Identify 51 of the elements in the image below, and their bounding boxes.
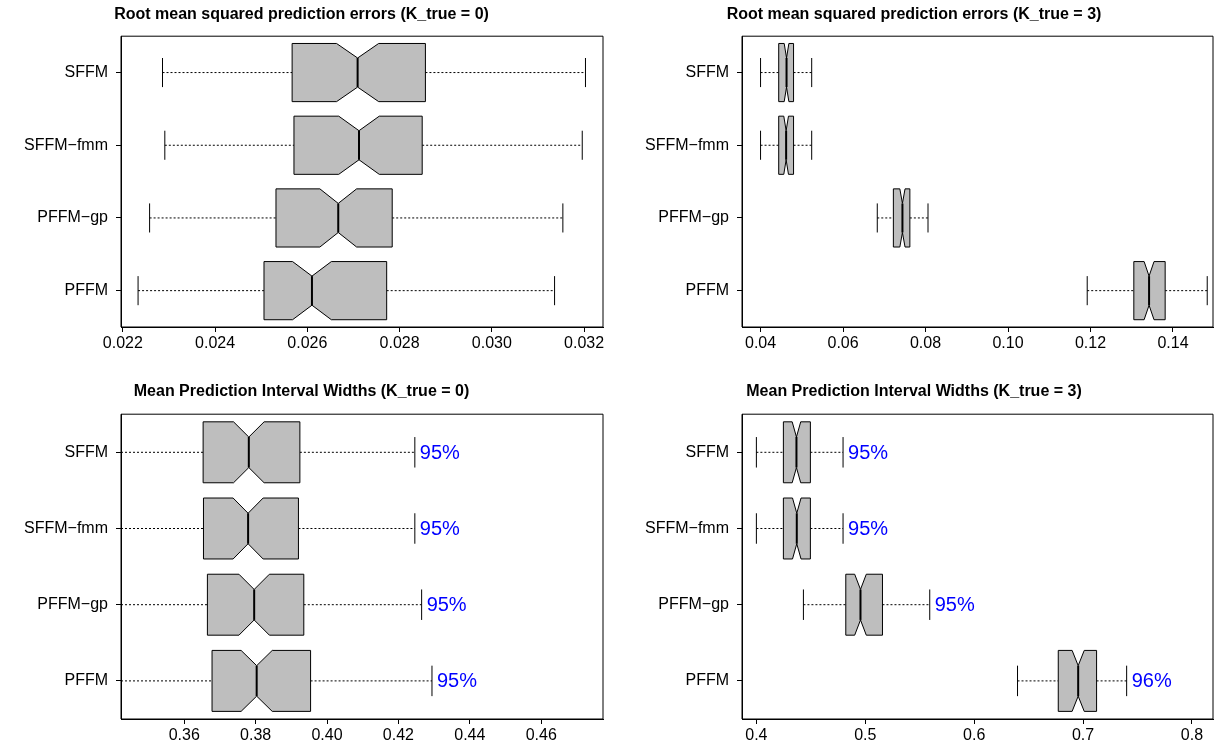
chart-title: Root mean squared prediction errors (K_true = 3) [726,5,1102,23]
y-tick-label: SFFM [685,442,729,460]
x-tick-label: 0.44 [454,726,486,744]
annotation: 95% [848,517,889,540]
x-tick-label: 0.7 [1071,726,1095,744]
y-tick-label: PFFM [64,671,108,689]
x-tick-label: 0.42 [382,726,415,744]
annotation: 95% [848,440,889,463]
x-tick-label: 0.8 [1180,726,1204,744]
x-tick-label: 0.024 [195,334,236,352]
x-tick-label: 0.12 [1074,334,1107,352]
x-tick-label: 0.40 [311,726,343,744]
annotation: 96% [1131,669,1172,692]
y-tick-label: SFFM [64,62,108,80]
annotation: 95% [436,669,478,692]
chart-title: Mean Prediction Interval Widths (K_true = 0) [133,382,470,400]
y-tick-label: PFFM−gp [658,595,730,613]
annotation: 95% [426,593,467,616]
y-tick-label: SFFM−fmm [645,518,729,536]
y-tick-label: SFFM−fmm [24,518,108,536]
y-tick-label: SFFM−fmm [24,135,108,153]
x-tick-label: 0.38 [240,726,272,744]
x-tick-label: 0.06 [827,334,859,352]
x-tick-label: 0.46 [525,726,557,744]
annotation: 95% [934,593,975,616]
x-tick-label: 0.5 [854,726,877,744]
x-tick-label: 0.030 [471,334,512,352]
y-tick-label: PFFM [64,281,108,299]
chart-title: Mean Prediction Interval Widths (K_true = 3) [746,382,1082,400]
y-tick-label: SFFM−fmm [645,135,729,153]
y-tick-label: SFFM [64,442,108,460]
y-tick-label: PFFM−gp [37,208,109,226]
annotation: 95% [419,517,461,540]
x-tick-label: 0.14 [1157,334,1189,352]
x-tick-label: 0.04 [744,334,777,352]
x-tick-label: 0.10 [992,334,1024,352]
y-tick-label: PFFM [685,281,729,299]
chart-title: Root mean squared prediction errors (K_true = 0) [114,5,489,23]
x-tick-label: 0.032 [564,334,605,352]
x-tick-label: 0.6 [963,726,986,744]
x-tick-label: 0.08 [909,334,942,352]
x-tick-label: 0.022 [102,334,143,352]
y-tick-label: SFFM [685,62,729,80]
y-tick-label: PFFM−gp [37,595,109,613]
x-tick-label: 0.028 [379,334,420,352]
x-tick-label: 0.4 [745,726,768,744]
y-tick-label: PFFM [685,671,729,689]
x-tick-label: 0.36 [168,726,200,744]
annotation: 95% [419,440,461,463]
x-tick-label: 0.026 [287,334,328,352]
y-tick-label: PFFM−gp [658,208,730,226]
